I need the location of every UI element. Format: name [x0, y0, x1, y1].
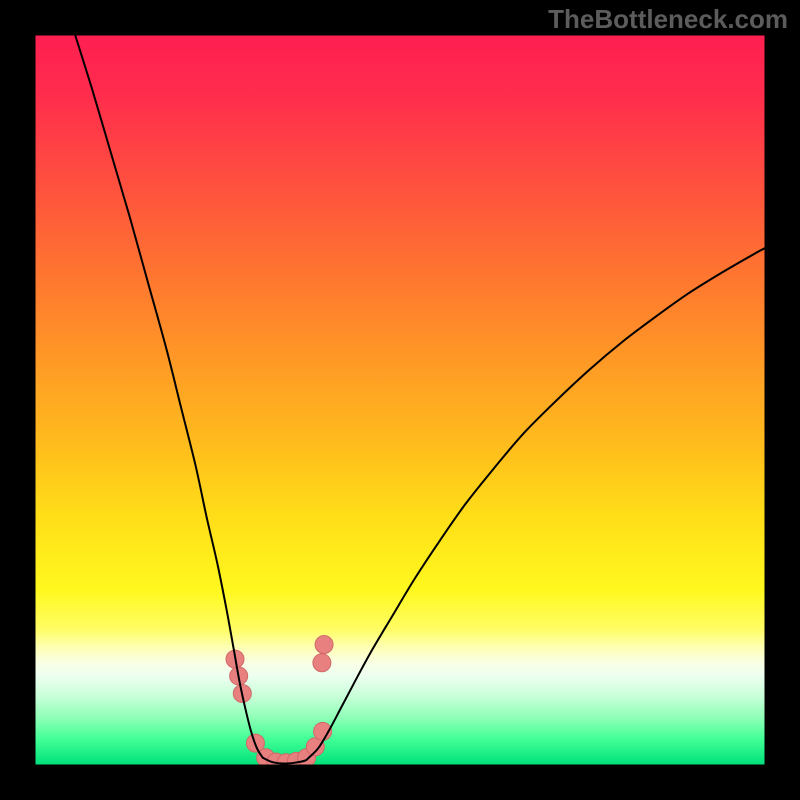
plot-svg	[0, 0, 800, 800]
plot-background	[35, 35, 765, 765]
scatter-dot	[315, 636, 333, 654]
chart-root: TheBottleneck.com	[0, 0, 800, 800]
scatter-dot	[313, 654, 331, 672]
